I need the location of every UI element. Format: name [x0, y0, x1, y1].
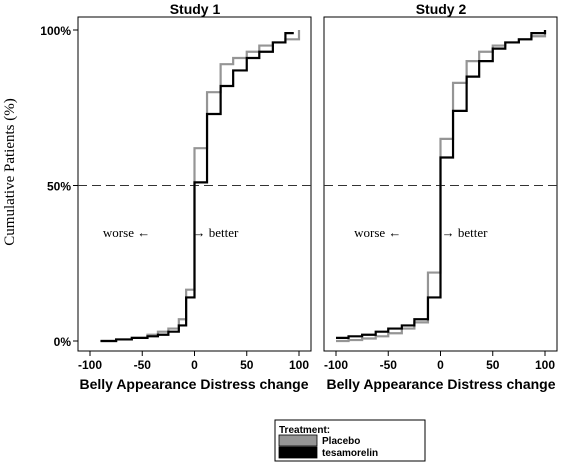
- x-tick-label: 0: [191, 358, 198, 372]
- annotation: → better: [442, 225, 489, 240]
- study-2-panel: Study 2 Belly Appearance Distress change…: [323, 1, 558, 392]
- x-tick-label: 100: [289, 358, 309, 372]
- legend: Treatment: Placebo tesamorelin: [274, 419, 426, 462]
- legend-label-tesamorelin: tesamorelin: [322, 448, 378, 459]
- series-line-placebo: [100, 30, 301, 343]
- legend-label-placebo: Placebo: [322, 436, 360, 447]
- legend-swatch-tesamorelin: [278, 446, 318, 459]
- x-tick-label: -50: [134, 358, 152, 372]
- annotation: → better: [192, 225, 239, 240]
- x-axis-label-study-1: Belly Appearance Distress change: [79, 376, 308, 392]
- y-tick-label: 100%: [40, 24, 71, 38]
- x-tick-label: 0: [437, 358, 444, 372]
- legend-title: Treatment:: [279, 425, 330, 436]
- y-axis-label: Cumulative Patients (%): [2, 98, 18, 245]
- study-1-panel: Study 1 Belly Appearance Distress change…: [40, 1, 312, 392]
- series-line-tesamorelin: [100, 32, 294, 343]
- x-tick-label: 50: [486, 358, 500, 372]
- x-tick-label: -50: [380, 358, 398, 372]
- annotation: worse ←: [354, 225, 401, 240]
- series-line-tesamorelin: [336, 30, 547, 339]
- panel-title-study-2: Study 2: [416, 1, 467, 17]
- y-tick-label: 0%: [54, 335, 72, 349]
- x-tick-label: -100: [78, 358, 102, 372]
- x-axis-label-study-2: Belly Appearance Distress change: [326, 376, 555, 392]
- x-tick-label: 100: [535, 358, 555, 372]
- y-tick-label: 50%: [47, 180, 71, 194]
- x-tick-label: -100: [324, 358, 348, 372]
- x-tick-label: 50: [240, 358, 254, 372]
- legend-swatch-placebo: [278, 434, 318, 447]
- annotation: worse ←: [103, 225, 150, 240]
- panel-title-study-1: Study 1: [170, 1, 221, 17]
